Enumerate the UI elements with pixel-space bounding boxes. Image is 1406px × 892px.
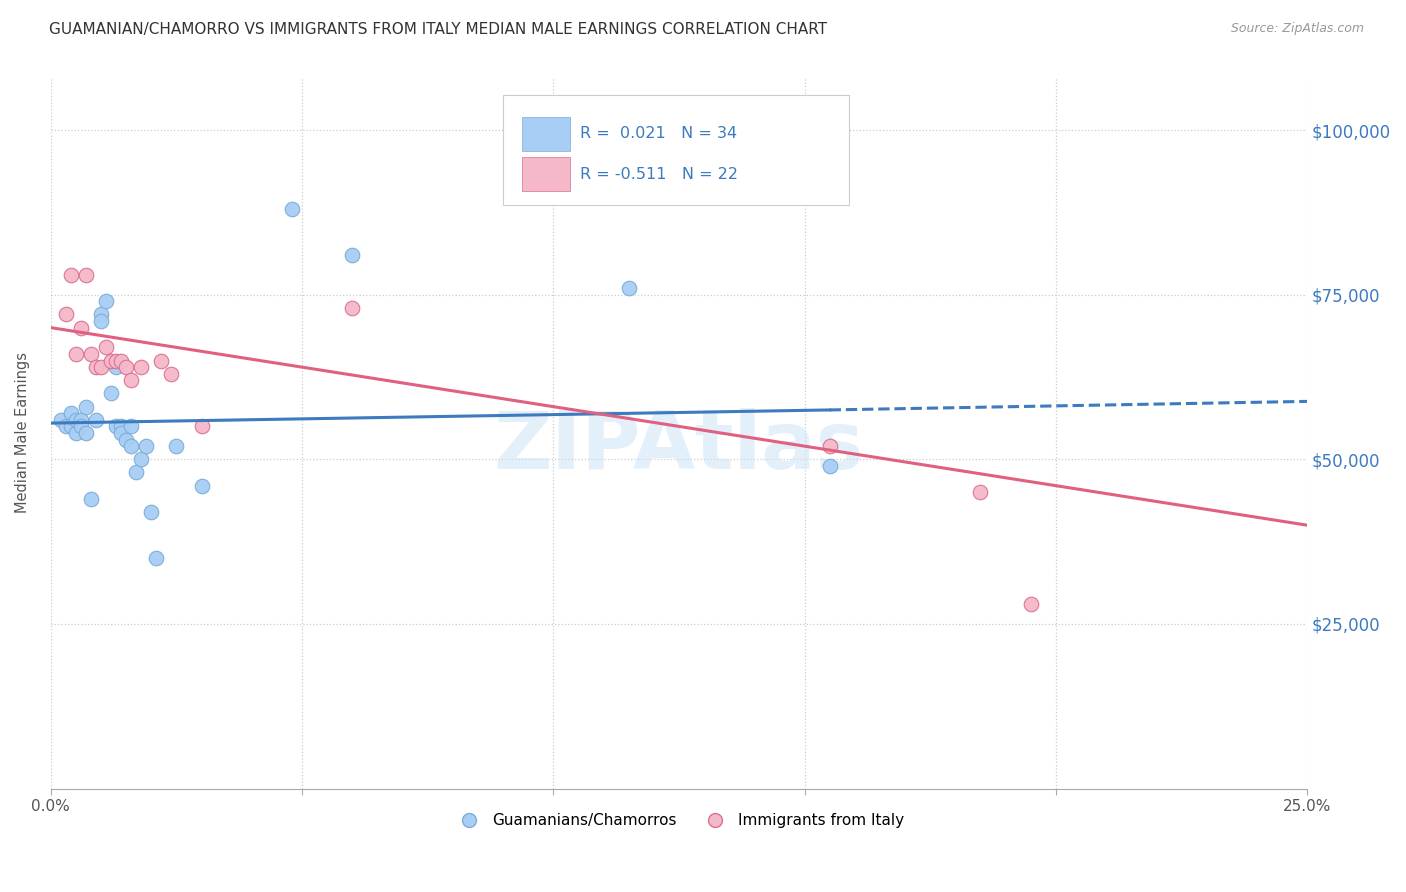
Point xyxy=(125,466,148,480)
Point xyxy=(110,419,132,434)
Point xyxy=(59,406,82,420)
Point xyxy=(100,386,122,401)
Point xyxy=(818,458,841,473)
Point xyxy=(105,360,128,375)
Point xyxy=(49,413,72,427)
Point xyxy=(94,340,117,354)
Point xyxy=(55,419,77,434)
Point xyxy=(75,400,97,414)
Point xyxy=(84,413,107,427)
Point xyxy=(145,551,167,566)
Point xyxy=(818,439,841,453)
Point xyxy=(190,478,212,492)
Text: ZIPAtlas: ZIPAtlas xyxy=(494,409,865,486)
Point xyxy=(110,425,132,440)
Point xyxy=(80,491,103,506)
Point xyxy=(190,419,212,434)
Point xyxy=(115,433,138,447)
Point xyxy=(150,353,173,368)
Point xyxy=(1019,597,1042,611)
Point xyxy=(75,425,97,440)
Point xyxy=(94,294,117,309)
Point xyxy=(120,373,142,387)
Point xyxy=(120,419,142,434)
Text: Source: ZipAtlas.com: Source: ZipAtlas.com xyxy=(1230,22,1364,36)
Point xyxy=(84,360,107,375)
Text: R = -0.511   N = 22: R = -0.511 N = 22 xyxy=(579,168,738,182)
Point xyxy=(115,360,138,375)
Point xyxy=(90,308,112,322)
Point xyxy=(65,425,87,440)
Text: GUAMANIAN/CHAMORRO VS IMMIGRANTS FROM ITALY MEDIAN MALE EARNINGS CORRELATION CHA: GUAMANIAN/CHAMORRO VS IMMIGRANTS FROM IT… xyxy=(49,22,827,37)
Point xyxy=(70,320,93,334)
Point xyxy=(59,268,82,282)
Point xyxy=(969,485,991,500)
Point xyxy=(110,353,132,368)
Point xyxy=(129,360,152,375)
Point xyxy=(141,505,163,519)
Point xyxy=(65,347,87,361)
Point xyxy=(160,367,183,381)
Point xyxy=(281,202,304,216)
Point xyxy=(105,353,128,368)
Point xyxy=(105,419,128,434)
Point xyxy=(342,248,364,262)
FancyBboxPatch shape xyxy=(522,117,569,151)
Point xyxy=(59,419,82,434)
Point xyxy=(100,353,122,368)
Point xyxy=(55,308,77,322)
Point xyxy=(617,281,640,295)
Point xyxy=(90,314,112,328)
FancyBboxPatch shape xyxy=(503,95,848,205)
Legend: Guamanians/Chamorros, Immigrants from Italy: Guamanians/Chamorros, Immigrants from It… xyxy=(449,807,910,834)
Y-axis label: Median Male Earnings: Median Male Earnings xyxy=(15,352,30,514)
Point xyxy=(129,452,152,467)
Text: R =  0.021   N = 34: R = 0.021 N = 34 xyxy=(579,126,737,141)
Point xyxy=(165,439,187,453)
Point xyxy=(120,439,142,453)
Point xyxy=(75,268,97,282)
Point xyxy=(65,413,87,427)
Point xyxy=(70,419,93,434)
Point xyxy=(135,439,157,453)
Point xyxy=(70,413,93,427)
Point xyxy=(80,347,103,361)
Point xyxy=(342,301,364,315)
FancyBboxPatch shape xyxy=(522,157,569,191)
Point xyxy=(90,360,112,375)
